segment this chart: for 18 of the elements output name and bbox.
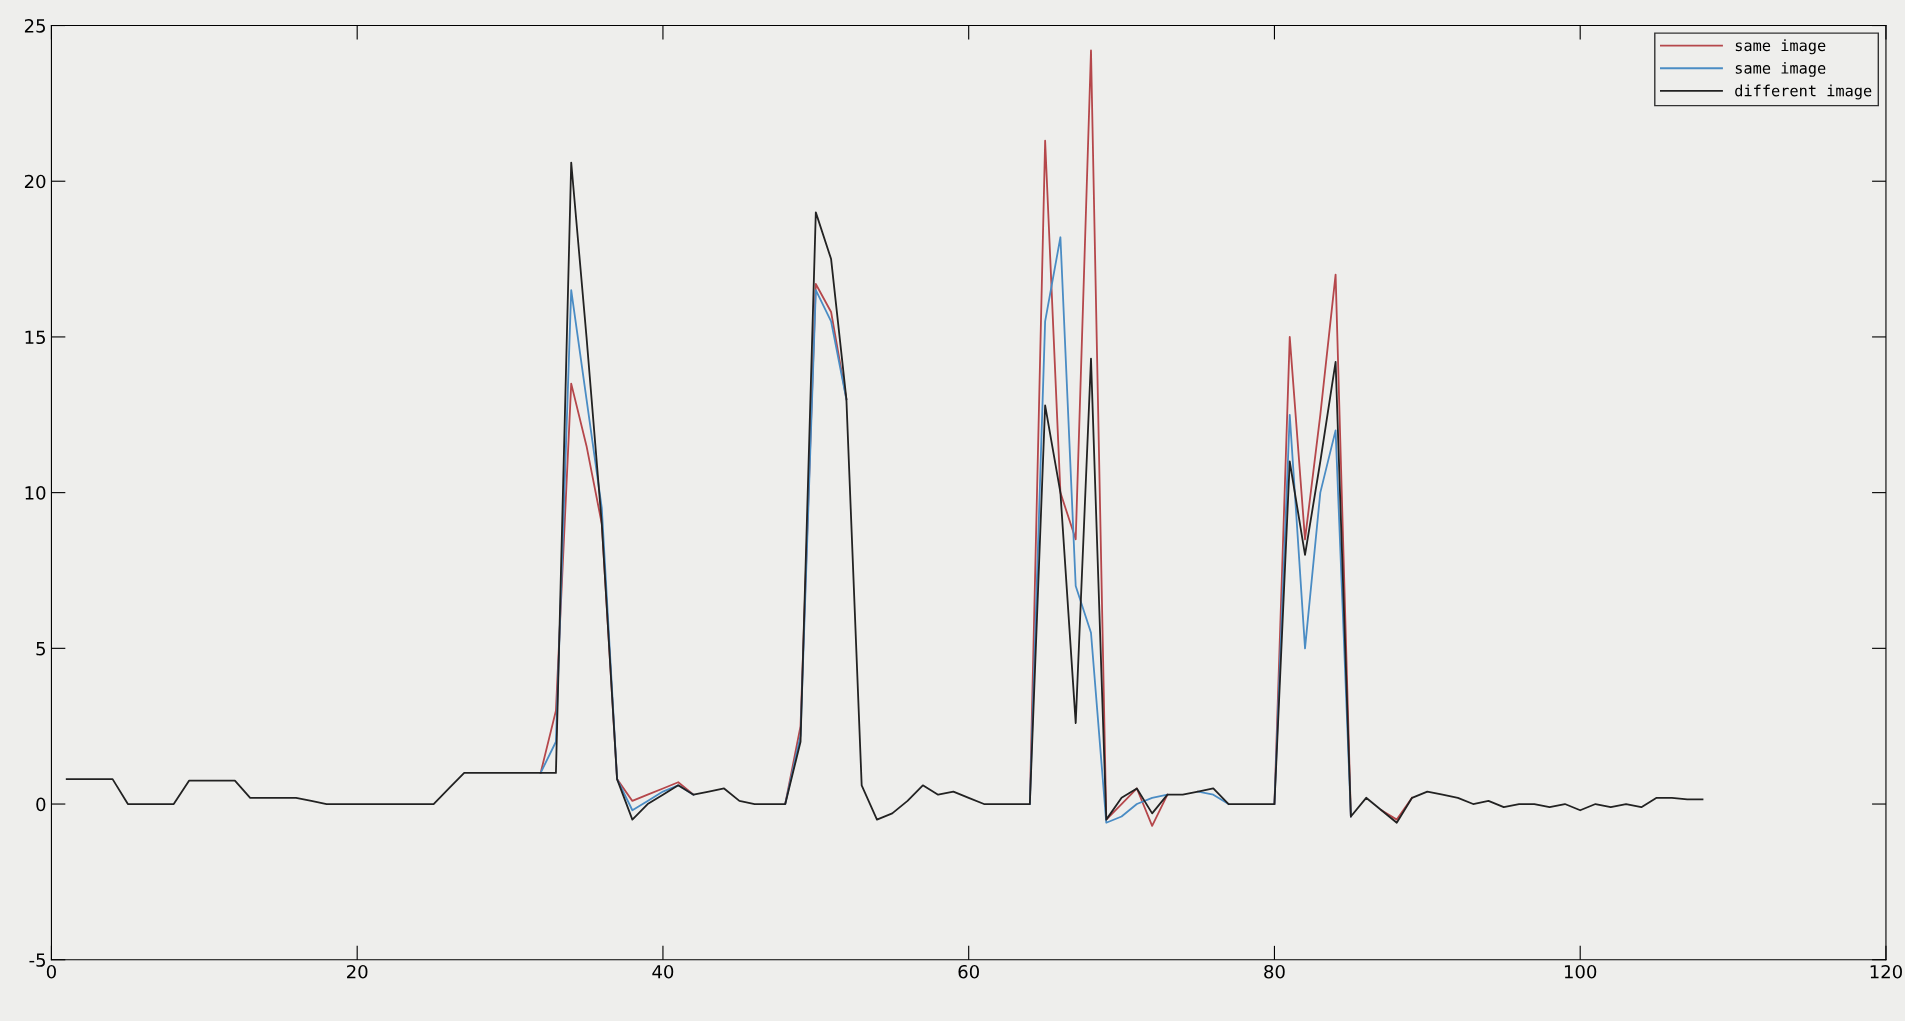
y-tick-label: 25 (24, 18, 45, 33)
y-tick-label: 10 (25, 486, 46, 500)
y-tick-label: 15 (25, 330, 45, 345)
x-tick-label: 100 (1564, 964, 1597, 979)
x-tick-label: 80 (1264, 964, 1285, 979)
legend-label: different image (1735, 84, 1872, 100)
x-tick-label: 40 (652, 964, 674, 979)
legend-label: same image (1735, 61, 1826, 77)
x-tick-label: 0 (46, 964, 56, 979)
y-tick-label: 0 (36, 797, 46, 812)
y-tick-label: 5 (36, 642, 45, 656)
line-series (65, 161, 1704, 824)
legend-label: same image (1735, 39, 1826, 55)
y-tick-label: 20 (24, 174, 46, 189)
x-tick-label: 20 (347, 964, 368, 979)
x-tick-label: 120 (1870, 964, 1902, 979)
y-tick-label: -5 (29, 953, 45, 967)
x-tick-label: 60 (958, 964, 979, 979)
